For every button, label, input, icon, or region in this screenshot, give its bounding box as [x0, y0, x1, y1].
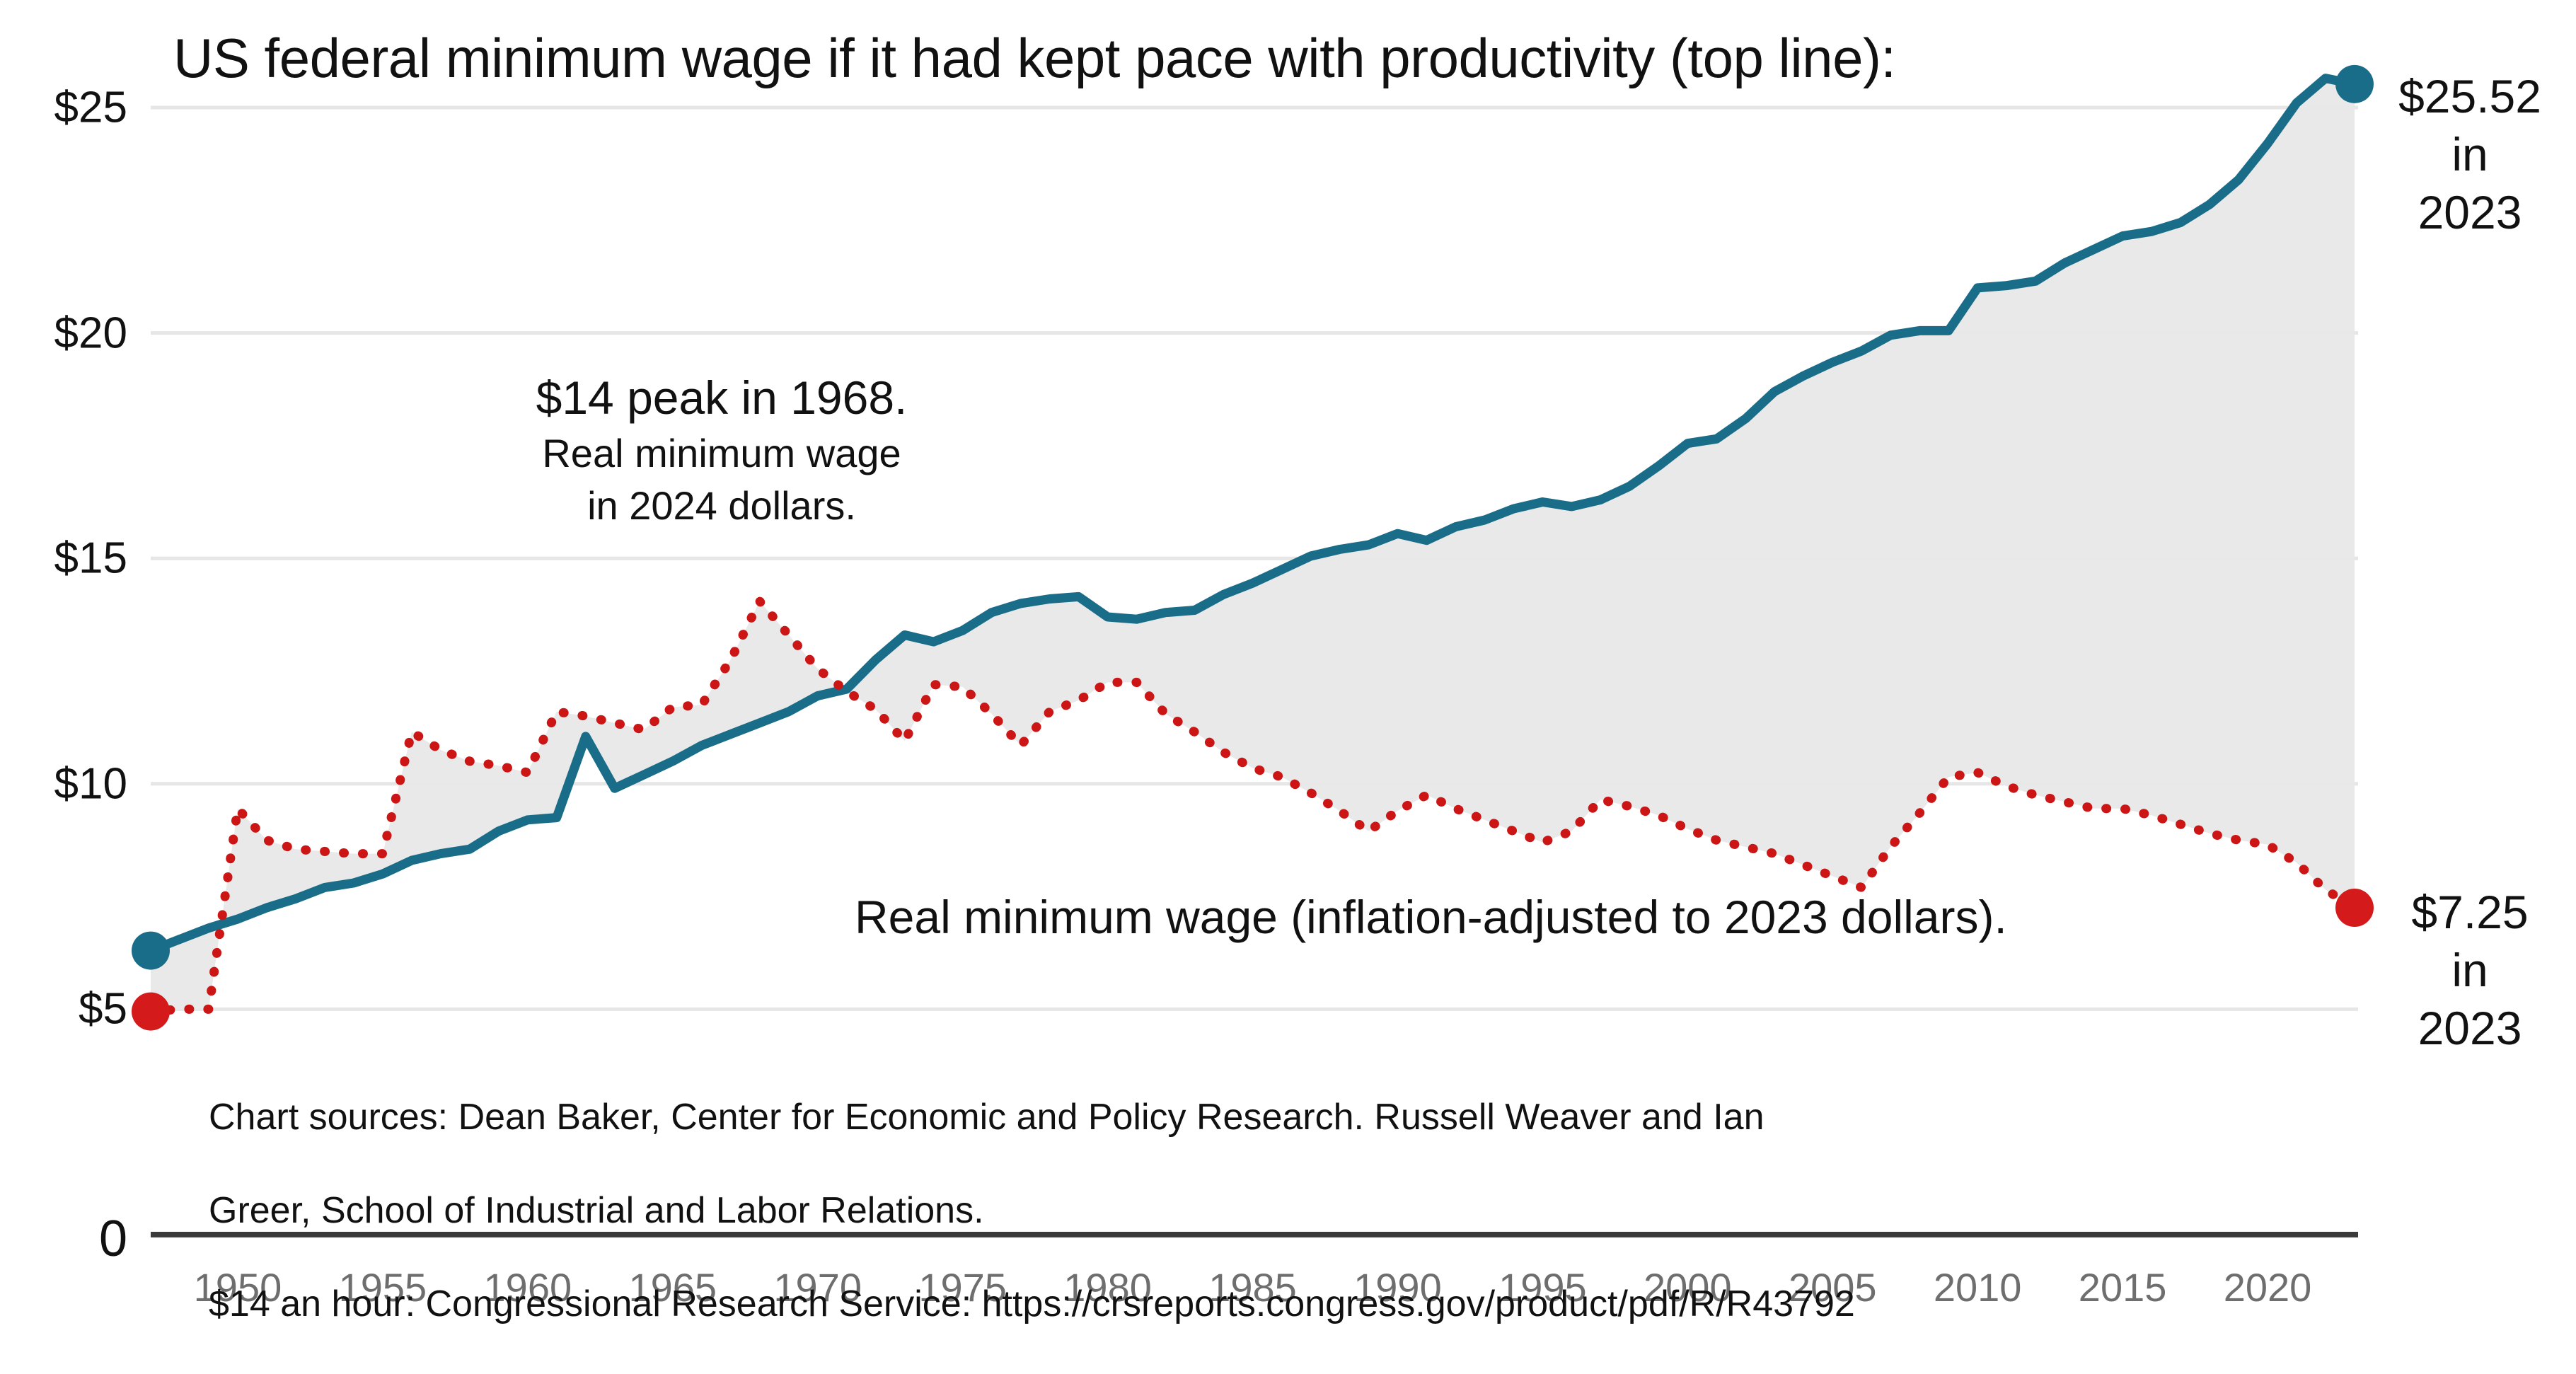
- chart-root: US federal minimum wage if it had kept p…: [54, 27, 2576, 1324]
- y-axis-tick-20: $20: [54, 308, 127, 358]
- x-axis-tick-1985: 1985: [1208, 1265, 1297, 1310]
- chart-sources-line3: $14 an hour: Congressional Research Serv…: [209, 1283, 1855, 1324]
- endpoint-label-productivity: $25.52 in 2023: [2364, 67, 2576, 241]
- endpoint-label-real-wage-in: in: [2451, 944, 2488, 996]
- y-axis-tick-25: $25: [54, 83, 127, 132]
- annotation-peak-line3: in 2024 dollars.: [587, 483, 856, 528]
- endpoint-label-productivity-in: in: [2451, 128, 2488, 180]
- series-line-productivity: [146, 74, 2360, 956]
- x-axis-tick-1990: 1990: [1353, 1265, 1442, 1310]
- endpoint-label-real-wage-value: $7.25: [2411, 886, 2529, 938]
- x-axis-tick-2005: 2005: [1788, 1265, 1877, 1310]
- endpoint-label-productivity-year: 2023: [2418, 186, 2522, 238]
- y-axis-tick-5: $5: [79, 984, 127, 1034]
- marker-productivity-end: [2335, 64, 2374, 103]
- x-axis-tick-1950: 1950: [193, 1265, 282, 1310]
- endpoint-label-productivity-value: $25.52: [2398, 70, 2541, 122]
- endpoint-label-real-wage: $7.25 in 2023: [2364, 883, 2576, 1057]
- chart-sources-line1: Chart sources: Dean Baker, Center for Ec…: [209, 1097, 1764, 1138]
- x-axis-tick-2000: 2000: [1644, 1265, 1732, 1310]
- x-axis-tick-1980: 1980: [1063, 1265, 1152, 1310]
- x-axis-tick-1970: 1970: [773, 1265, 862, 1310]
- line-chart-plot: [132, 64, 2374, 1237]
- x-axis-tick-2015: 2015: [2078, 1265, 2167, 1310]
- y-axis-tick-15: $15: [54, 533, 127, 583]
- marker-productivity-start: [132, 931, 170, 970]
- chart-sources: Chart sources: Dean Baker, Center for Ec…: [209, 1047, 2275, 1374]
- annotation-peak: $14 peak in 1968. Real minimum wage in 2…: [495, 368, 948, 532]
- x-axis-tick-1960: 1960: [483, 1265, 572, 1310]
- annotation-peak-line2: Real minimum wage: [542, 431, 901, 475]
- x-axis-tick-1955: 1955: [338, 1265, 427, 1310]
- marker-real-wage-end: [2335, 889, 2374, 928]
- gap-fill-area: [151, 78, 2355, 1012]
- endpoint-label-real-wage-year: 2023: [2418, 1002, 2522, 1054]
- page-title: US federal minimum wage if it had kept p…: [173, 27, 1896, 89]
- x-axis-tick-2020: 2020: [2223, 1265, 2312, 1310]
- x-axis-tick-1975: 1975: [918, 1265, 1007, 1310]
- y-axis-tick-10: $10: [54, 759, 127, 809]
- x-axis-tick-1965: 1965: [628, 1265, 717, 1310]
- annotation-peak-line1: $14 peak in 1968.: [536, 371, 908, 424]
- marker-real-wage-start: [132, 992, 170, 1031]
- annotation-real-wage-series-label: Real minimum wage (inflation-adjusted to…: [855, 891, 2007, 943]
- x-axis-tick-1995: 1995: [1498, 1265, 1587, 1310]
- y-axis-tick-0: 0: [98, 1211, 127, 1267]
- x-axis-tick-2010: 2010: [1933, 1265, 2022, 1310]
- chart-sources-line2: Greer, School of Industrial and Labor Re…: [209, 1190, 984, 1231]
